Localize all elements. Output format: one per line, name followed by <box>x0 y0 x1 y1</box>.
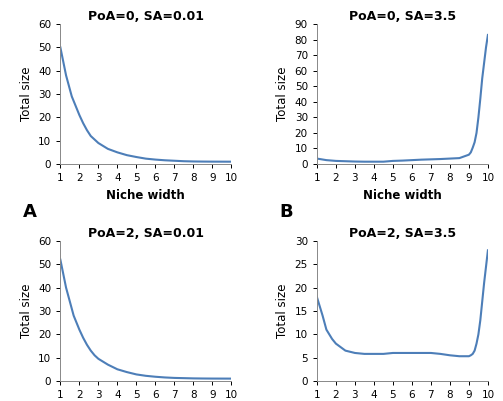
Y-axis label: Total size: Total size <box>276 67 289 121</box>
Y-axis label: Total size: Total size <box>20 67 33 121</box>
Title: PoA=2, SA=3.5: PoA=2, SA=3.5 <box>349 227 456 240</box>
Text: B: B <box>279 203 293 221</box>
X-axis label: Niche width: Niche width <box>363 188 442 202</box>
Title: PoA=2, SA=0.01: PoA=2, SA=0.01 <box>88 227 204 240</box>
Title: PoA=0, SA=0.01: PoA=0, SA=0.01 <box>88 10 204 23</box>
Y-axis label: Total size: Total size <box>276 284 289 338</box>
Text: A: A <box>23 203 37 221</box>
X-axis label: Niche width: Niche width <box>107 188 185 202</box>
Y-axis label: Total size: Total size <box>20 284 33 338</box>
Title: PoA=0, SA=3.5: PoA=0, SA=3.5 <box>349 10 456 23</box>
